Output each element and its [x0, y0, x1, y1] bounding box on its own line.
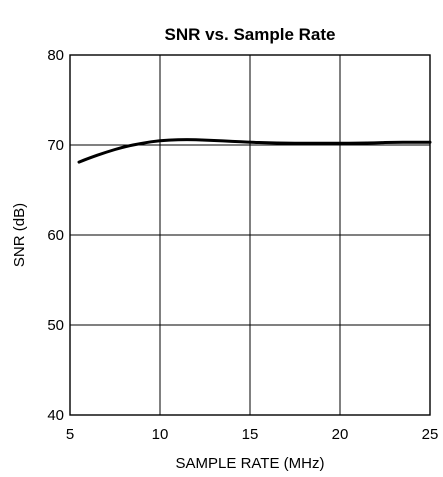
- y-tick-label: 80: [47, 47, 64, 64]
- plot-frame: [69, 54, 431, 416]
- x-tick-label: 20: [332, 426, 349, 443]
- series-line-snr: [77, 138, 432, 164]
- x-axis-label: SAMPLE RATE (MHz): [176, 455, 325, 472]
- chart-title: SNR vs. Sample Rate: [164, 25, 335, 44]
- grid: [69, 54, 431, 416]
- y-axis-label: SNR (dB): [11, 203, 28, 267]
- y-tick-label: 40: [47, 407, 64, 424]
- x-tick-label: 15: [242, 426, 259, 443]
- y-tick-label: 50: [47, 317, 64, 334]
- y-tick-label: 60: [47, 227, 64, 244]
- x-tick-label: 25: [422, 426, 439, 443]
- y-tick-label: 70: [47, 137, 64, 154]
- x-axis-ticks: 5 10 15 20 25: [66, 426, 439, 443]
- y-axis-ticks: 40 50 60 70 80: [47, 47, 64, 424]
- x-tick-label: 10: [152, 426, 169, 443]
- x-tick-label: 5: [66, 426, 74, 443]
